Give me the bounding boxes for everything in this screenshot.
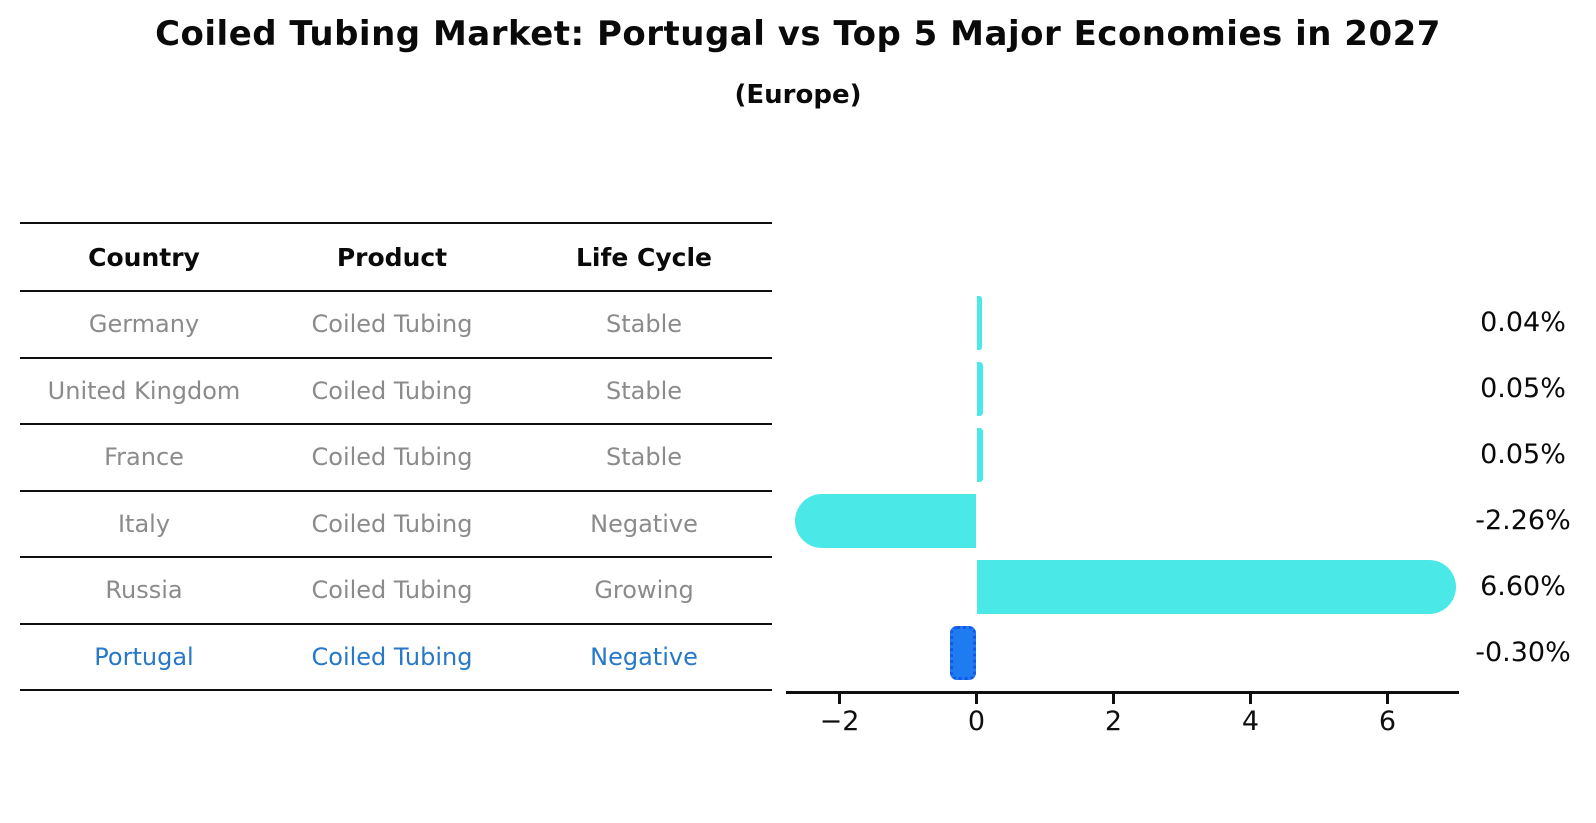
value-label-italy: -2.26% [1475, 505, 1571, 536]
table-row-russia: Russia Coiled Tubing Growing [20, 558, 772, 625]
product-cell: Coiled Tubing [311, 509, 473, 538]
value-label-portugal: -0.30% [1475, 637, 1571, 668]
column-header-country: Country [88, 242, 200, 272]
lifecycle-cell: Stable [605, 376, 683, 405]
chart-title: Coiled Tubing Market: Portugal vs Top 5 … [155, 14, 1441, 54]
table-row-united-kingdom: United Kingdom Coiled Tubing Stable [20, 359, 772, 425]
lifecycle-cell: Stable [605, 443, 683, 472]
x-tick-mark [1386, 693, 1389, 704]
bar-italy [794, 494, 977, 548]
x-tick-mark [838, 693, 841, 704]
bar-portugal [949, 626, 977, 680]
x-tick-label: 4 [1241, 706, 1260, 737]
lifecycle-cell: Stable [605, 310, 683, 339]
x-tick-label: 0 [967, 706, 986, 737]
product-cell: Coiled Tubing [311, 576, 473, 605]
value-label-united-kingdom: 0.05% [1480, 373, 1566, 404]
value-label-russia: 6.60% [1480, 571, 1566, 602]
value-label-germany: 0.04% [1480, 307, 1566, 338]
x-tick-mark [1112, 693, 1115, 704]
lifecycle-cell: Negative [590, 642, 698, 671]
product-cell: Coiled Tubing [311, 642, 473, 671]
country-cell: Italy [117, 509, 171, 538]
x-tick-label: 6 [1378, 706, 1397, 737]
value-label-france: 0.05% [1480, 439, 1566, 470]
country-cell: United Kingdom [47, 376, 241, 405]
country-cell: France [104, 443, 184, 472]
column-header-lifecycle: Life Cycle [575, 242, 713, 272]
bar-united-kingdom [976, 362, 984, 416]
x-tick-label: 2 [1104, 706, 1123, 737]
x-axis-line [786, 691, 1459, 694]
x-tick-mark [1249, 693, 1252, 704]
lifecycle-cell: Growing [594, 576, 694, 605]
country-cell: Portugal [94, 642, 194, 671]
table-row-portugal-highlighted: Portugal Coiled Tubing Negative [20, 625, 772, 691]
column-header-product: Product [336, 242, 448, 272]
lifecycle-cell: Negative [590, 509, 698, 538]
bar-france [976, 428, 984, 482]
table-row-italy: Italy Coiled Tubing Negative [20, 492, 772, 558]
chart-subtitle: (Europe) [734, 80, 862, 110]
country-table: Country Product Life Cycle Germany Coile… [20, 222, 772, 691]
country-cell: Russia [105, 576, 183, 605]
bar-russia [976, 560, 1456, 614]
product-cell: Coiled Tubing [311, 310, 473, 339]
product-cell: Coiled Tubing [311, 376, 473, 405]
country-cell: Germany [88, 310, 200, 339]
product-cell: Coiled Tubing [311, 443, 473, 472]
bar-germany [976, 296, 982, 350]
x-tick-mark [975, 693, 978, 704]
x-tick-label: −2 [819, 706, 860, 737]
table-row-france: France Coiled Tubing Stable [20, 425, 772, 492]
table-header-row: Country Product Life Cycle [20, 224, 772, 292]
table-row-germany: Germany Coiled Tubing Stable [20, 292, 772, 359]
